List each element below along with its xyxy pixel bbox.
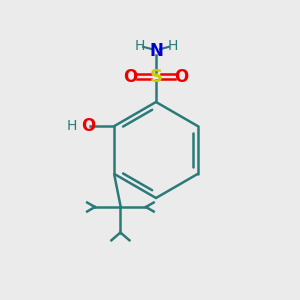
- Text: H: H: [167, 39, 178, 52]
- Text: O: O: [123, 68, 138, 85]
- Text: O: O: [174, 68, 189, 85]
- Text: S: S: [149, 68, 163, 85]
- Text: O: O: [81, 117, 95, 135]
- Text: H: H: [67, 119, 77, 133]
- Text: N: N: [149, 42, 163, 60]
- Text: H: H: [134, 39, 145, 52]
